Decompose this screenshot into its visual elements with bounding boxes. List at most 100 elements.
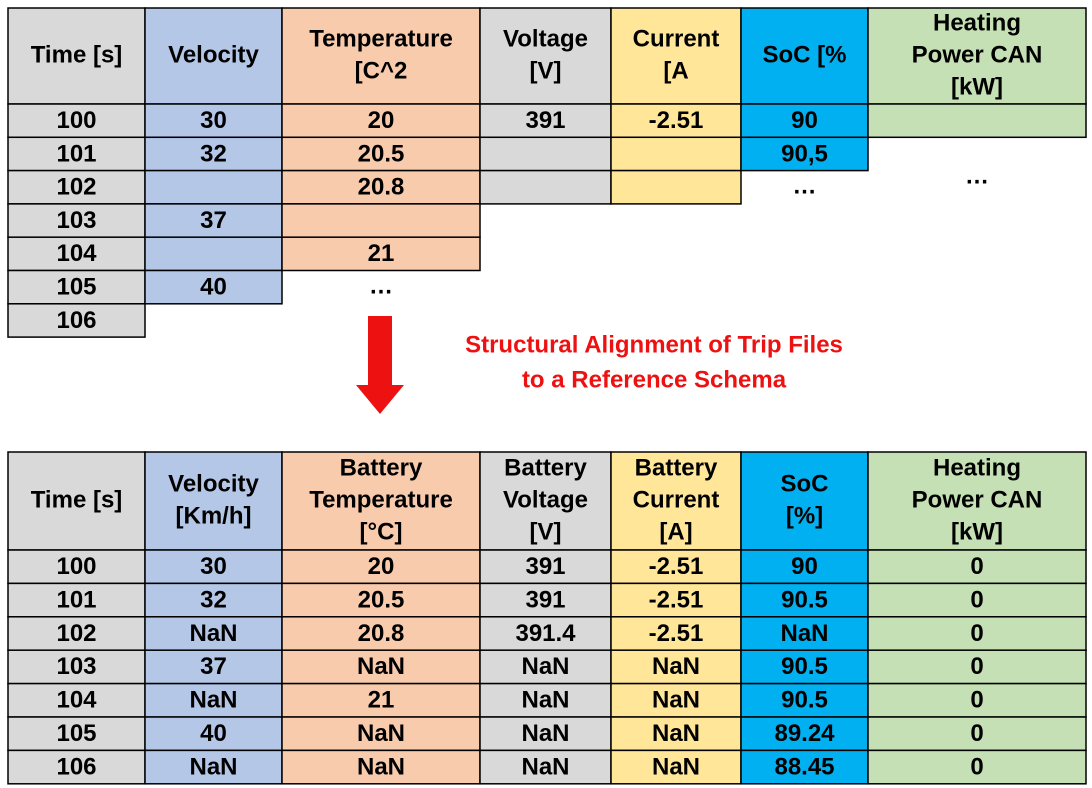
- cell-text: NaN: [521, 720, 569, 747]
- cell-text: 0: [970, 586, 983, 613]
- header-text: [Km/h]: [176, 502, 252, 529]
- cell-text: 20: [368, 107, 395, 134]
- header-cell: [479, 7, 612, 105]
- ellipsis: …: [965, 163, 989, 190]
- cell: [867, 616, 1087, 651]
- cell-text: 0: [970, 620, 983, 647]
- header-text: [V]: [530, 57, 562, 84]
- header-cell: [281, 451, 481, 551]
- cell: [740, 682, 869, 718]
- header-text: [°C]: [360, 518, 403, 545]
- cell: [740, 582, 869, 618]
- cell-text: -2.51: [649, 107, 704, 134]
- header-text: [kW]: [951, 73, 1003, 100]
- cell-text: NaN: [189, 620, 237, 647]
- cell: [740, 649, 869, 685]
- header-text: Battery: [340, 454, 423, 481]
- cell: [479, 749, 612, 785]
- header-text: Battery: [635, 454, 718, 481]
- cell-text: 102: [56, 620, 96, 647]
- cell-text: NaN: [357, 653, 405, 680]
- cell: [610, 103, 742, 139]
- header-cell: [740, 7, 869, 105]
- header-cell: [610, 451, 742, 551]
- cell-text: NaN: [189, 687, 237, 714]
- cell-text: 88.45: [774, 753, 834, 780]
- cell: [610, 169, 742, 205]
- cell-text: 90.5: [781, 687, 828, 714]
- cell: [144, 682, 283, 718]
- cell: [7, 616, 146, 651]
- cell: [7, 103, 146, 139]
- header-text: Time [s]: [31, 486, 123, 513]
- header-text: Velocity: [168, 470, 259, 497]
- header-cell: [867, 7, 1087, 105]
- header-text: [A]: [659, 518, 692, 545]
- cell-text: NaN: [521, 753, 569, 780]
- cell-text: 90.5: [781, 586, 828, 613]
- cell: [144, 103, 283, 139]
- cell-text: 37: [200, 653, 227, 680]
- cell: [479, 716, 612, 752]
- cell: [281, 749, 481, 785]
- cell: [867, 649, 1087, 685]
- cell: [479, 649, 612, 685]
- cell: [479, 136, 612, 172]
- header-text: Voltage: [503, 25, 588, 52]
- cell-text: -2.51: [649, 553, 704, 580]
- cell: [281, 716, 481, 752]
- cell-text: 104: [56, 240, 97, 267]
- cell-text: 32: [200, 586, 227, 613]
- cell-text: NaN: [652, 753, 700, 780]
- cell-text: 20.5: [358, 140, 405, 167]
- cell-text: 89.24: [774, 720, 835, 747]
- header-cell: [610, 7, 742, 105]
- cell-text: 101: [56, 586, 96, 613]
- cell: [610, 749, 742, 785]
- cell: [7, 682, 146, 718]
- cell-text: NaN: [652, 720, 700, 747]
- header-cell: [281, 7, 481, 105]
- cell: [610, 649, 742, 685]
- cell-text: 104: [56, 687, 97, 714]
- cell-text: NaN: [357, 720, 405, 747]
- header-cell: [740, 451, 869, 551]
- cell-text: 106: [56, 753, 96, 780]
- cell: [144, 749, 283, 785]
- cell-text: 391.4: [515, 620, 576, 647]
- cell: [7, 649, 146, 685]
- header-text: Voltage: [503, 486, 588, 513]
- cell: [867, 103, 1087, 139]
- cell: [740, 103, 869, 139]
- cell-text: 30: [200, 553, 227, 580]
- ellipsis: …: [793, 173, 817, 200]
- cell-text: 20.8: [358, 174, 405, 201]
- cell: [610, 716, 742, 752]
- cell-text: 106: [56, 307, 96, 334]
- cell-text: 391: [525, 107, 565, 134]
- cell: [479, 582, 612, 618]
- cell-text: 105: [56, 720, 96, 747]
- cell-text: -2.51: [649, 620, 704, 647]
- cell-text: NaN: [189, 753, 237, 780]
- cell-text: 21: [368, 240, 395, 267]
- header-text: Time [s]: [31, 41, 123, 68]
- header-cell: [867, 451, 1087, 551]
- cell: [867, 682, 1087, 718]
- cell-text: 90: [791, 107, 818, 134]
- header-text: Battery: [504, 454, 587, 481]
- cell-text: 90.5: [781, 653, 828, 680]
- header-cell: [479, 451, 612, 551]
- cell: [144, 236, 283, 272]
- cell: [740, 749, 869, 785]
- cell: [144, 203, 283, 238]
- cell-text: NaN: [652, 653, 700, 680]
- header-text: Current: [633, 486, 720, 513]
- cell-text: 391: [525, 586, 565, 613]
- cell-text: 102: [56, 174, 96, 201]
- cell-text: 37: [200, 207, 227, 234]
- header-text: Power CAN: [912, 41, 1043, 68]
- caption: Structural Alignment of Trip Files: [465, 331, 843, 358]
- cell: [281, 616, 481, 651]
